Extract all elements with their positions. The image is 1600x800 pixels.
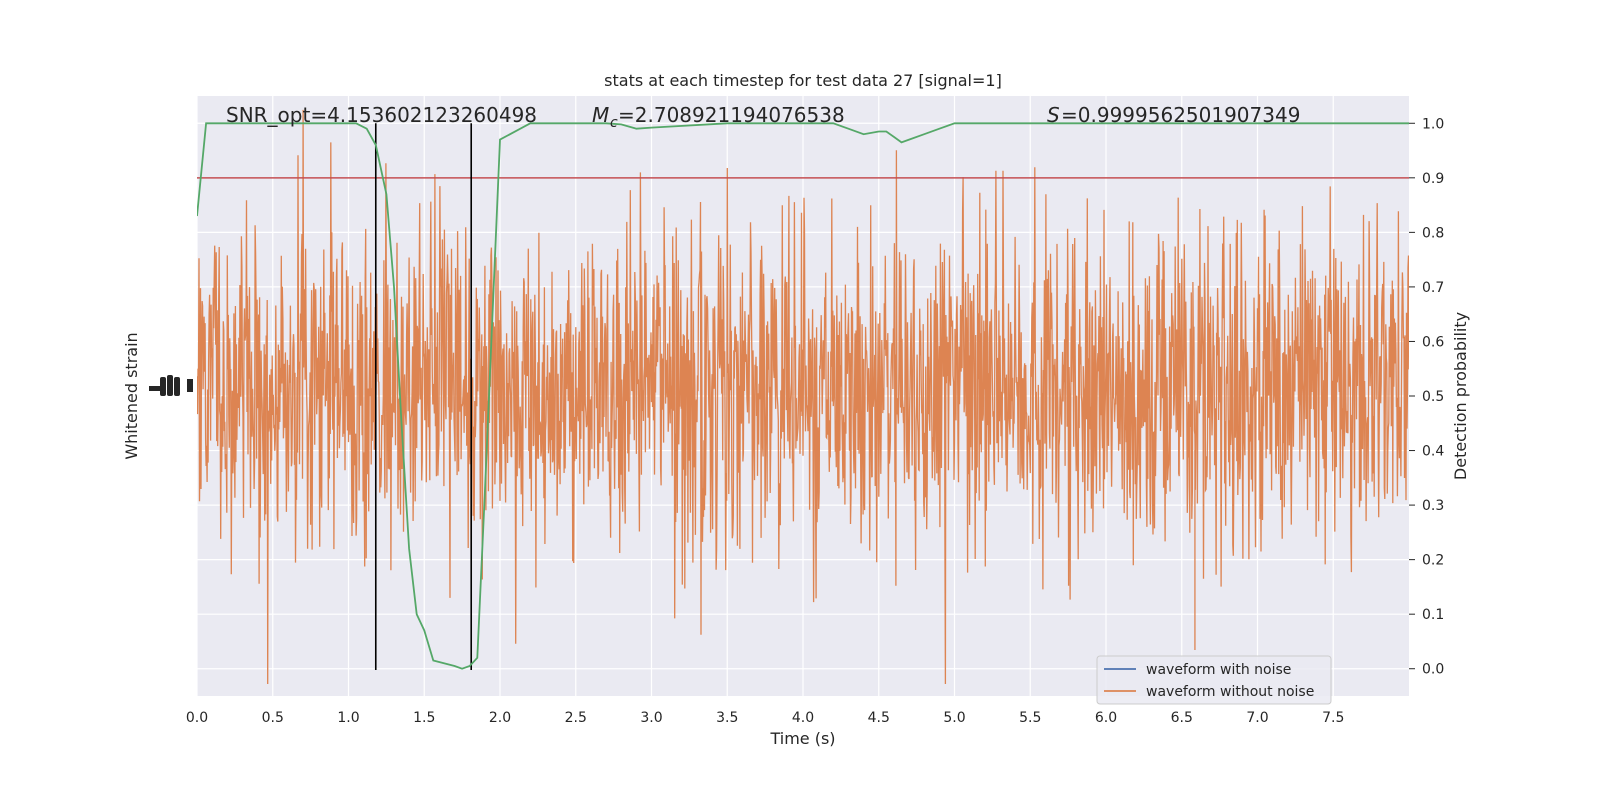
y-tick-label-right: 0.0: [1422, 662, 1444, 678]
waveform-without-noise-line: [197, 109, 1409, 685]
svg-text:=2.708921194076538: =2.708921194076538: [618, 103, 845, 127]
annotation-snr: SNR_opt=4.153602123260498: [226, 103, 537, 127]
legend-label-noise: waveform with noise: [1146, 662, 1291, 678]
y-tick-label-right: 1.0: [1422, 116, 1444, 132]
x-tick-label: 2.0: [489, 710, 511, 726]
svg-text:M: M: [592, 103, 609, 127]
y-tick-label-right: 0.1: [1422, 607, 1444, 623]
x-tick-label: 7.0: [1246, 710, 1268, 726]
annotation-mc: M c =2.708921194076538: [592, 103, 845, 131]
annotation-s: S =0.9999562501907349: [1047, 103, 1300, 127]
y-tick-label-right: 0.7: [1422, 280, 1444, 296]
y-axis-label-right: Detection probability: [1451, 312, 1470, 480]
chart-title: stats at each timestep for test data 27 …: [604, 71, 1002, 90]
x-tick-label: 4.0: [792, 710, 814, 726]
x-tick-label: 0.5: [262, 710, 284, 726]
x-axis-label: Time (s): [769, 729, 835, 748]
y-tick-label-right: 0.4: [1422, 444, 1444, 460]
svg-text:c: c: [610, 115, 618, 131]
detection-probability-line: [197, 122, 1409, 670]
x-tick-label: 5.5: [1019, 710, 1041, 726]
legend-box: [1096, 655, 1332, 705]
overlay: [197, 122, 1409, 670]
x-tick-label: 0.0: [186, 710, 208, 726]
x-tick-label: 3.0: [640, 710, 662, 726]
x-tick-label: 4.5: [868, 710, 890, 726]
x-tick-label: 5.0: [943, 710, 965, 726]
x-tick-label: 2.5: [565, 710, 587, 726]
y-tick-label-right: 0.8: [1422, 225, 1444, 241]
strain-series: [197, 109, 1409, 685]
y-axis-label-left: Whitened strain: [122, 332, 141, 459]
legend-label-clean: waveform without noise: [1146, 684, 1314, 700]
x-tick-label: 6.5: [1171, 710, 1193, 726]
y-tick-label-right: 0.2: [1422, 553, 1444, 569]
y-tick-label-right: 0.3: [1422, 498, 1444, 514]
svg-text:S: S: [1047, 103, 1060, 127]
y-tick-label-right: 0.9: [1422, 171, 1444, 187]
y-tick-label-right: 0.5: [1422, 389, 1444, 405]
legend: waveform with noise waveform without noi…: [1096, 655, 1332, 705]
x-tick-label: 1.0: [337, 710, 359, 726]
x-tick-label: 1.5: [413, 710, 435, 726]
svg-text:=0.9999562501907349: =0.9999562501907349: [1061, 103, 1300, 127]
x-tick-label: 3.5: [716, 710, 738, 726]
left-tick-clutter: [149, 375, 193, 396]
x-tick-label: 7.5: [1322, 710, 1344, 726]
y-tick-label-right: 0.6: [1422, 334, 1444, 350]
x-tick-label: 6.0: [1095, 710, 1117, 726]
axis-ticks: 0.0 0.5 1.0 1.5 2.0 2.5 3.0 3.5 4.0 4.5 5.0 5.5 6.0 6…: [186, 116, 1444, 726]
